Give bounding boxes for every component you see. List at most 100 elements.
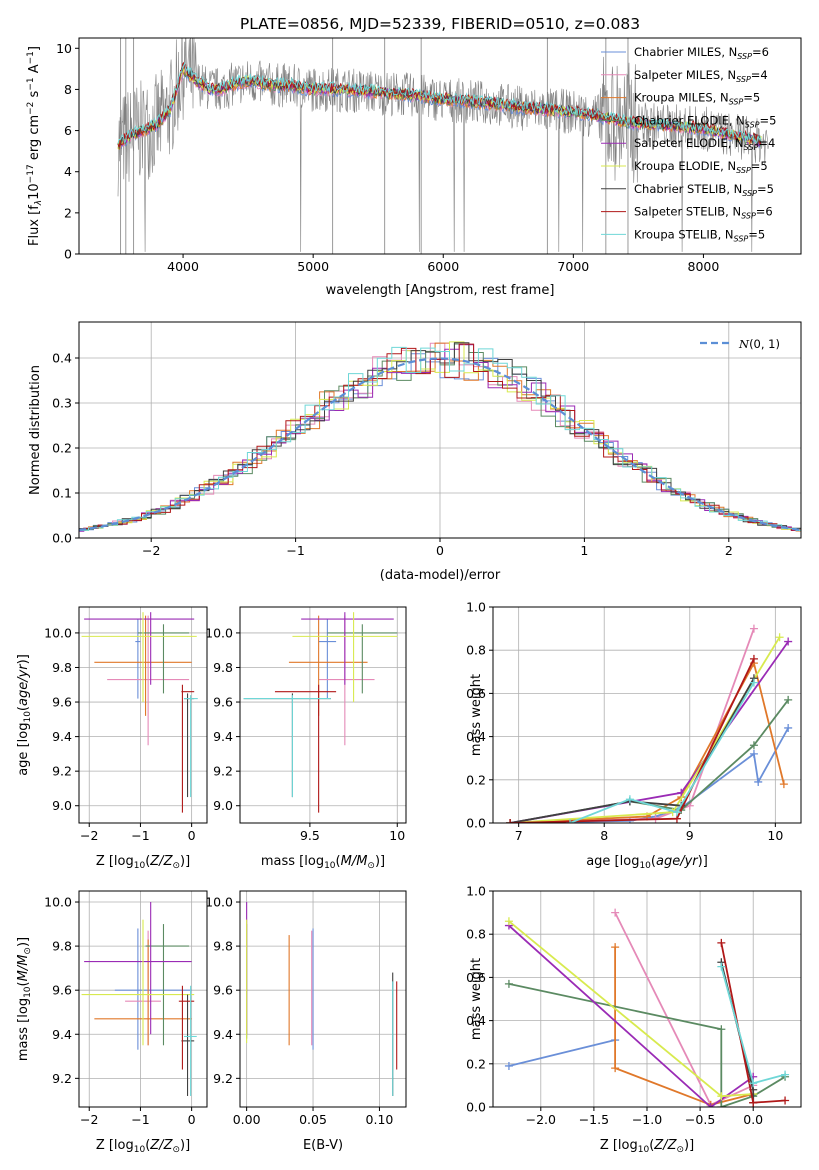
plot-area [243,612,398,813]
legend-nssp-value: =5 [751,159,768,173]
y-tick-label: 9.2 [213,764,233,779]
ylabel-part: age/yr [16,663,31,706]
y-tick-label: 1.0 [466,600,486,615]
axes-border [78,37,802,255]
xlabel-part: ⊙ [676,1145,684,1155]
error-point [178,985,195,1070]
x-tick-label: −1 [131,1112,149,1127]
residual-histogram [79,346,801,531]
x-axis-label: Z [log10(Z/Z⊙)] [96,854,190,871]
x-tick-label: 10 [389,828,405,843]
weight-point-marker [749,624,758,633]
error-point [137,624,190,694]
legend-nssp-sub: SSP [737,52,752,61]
x-tick-label: 1 [580,543,588,558]
y-tick-label: 0.6 [466,970,486,985]
weight-series-line [509,641,789,823]
ylabel-part: Flux [f [27,205,42,246]
xlabel-part: Z/Z [149,854,173,869]
axes-frame: −2 −1 09.09.29.49.69.810.0Z [log10(Z/Z⊙)]a… [16,606,208,871]
weight-point-marker [672,808,681,817]
weight-point-marker [717,962,726,971]
xlabel-part: Z [log [96,1138,134,1153]
legend-symbol: N [738,337,750,351]
legend-nssp-value: =5 [743,91,760,105]
x-tick-label: 0.00 [233,1112,261,1127]
legend-nssp-sub: SSP [736,166,751,175]
gaussian-curve [79,357,801,532]
xlabel-part: )] [180,854,190,869]
weight-series-line [510,636,781,823]
y-tick-label: 10.0 [44,895,72,910]
legend-nssp-prefix: , N [725,205,741,219]
weight-point-marker [566,819,574,823]
error-point [145,924,190,1046]
ylabel-part: )] [16,937,31,947]
x-axis-label: Z [log10(Z/Z⊙)] [600,1138,694,1155]
figure-title: PLATE=0856, MJD=52339, FIBERID=0510, z=0… [240,15,640,33]
chart-spectrum: 4000 5000 6000 7000 8000 0 2 4 6 8 10 Chabrier MILE… [26,37,802,298]
axes-border [239,890,407,1108]
ylabel-part: s [27,90,42,101]
y-tick-label: 9.6 [213,983,233,998]
error-point [84,612,195,685]
weight-series-line [508,983,786,1107]
y-tick-label: 10.0 [205,625,233,640]
error-point [243,693,331,798]
legend-nssp-sub: SSP [745,120,760,129]
legend-entry: Salpeter MILES, NSSP=4 [634,68,768,84]
error-point [183,985,197,1096]
plot-area [506,624,793,823]
legend-name: Chabrier MILES [634,45,721,59]
legend-entry: Kroupa MILES, NSSP=5 [634,91,760,107]
weight-point-marker [717,938,726,947]
legend-nssp-prefix: , N [721,45,737,59]
plot-area [81,612,198,813]
xlabel-part: Z/Z [149,1138,173,1153]
x-axis-label: age [log10(age/yr)] [586,854,708,871]
error-point [183,693,195,798]
x-tick-label: −0.5 [685,1112,715,1127]
y-tick-label: 0.8 [466,927,486,942]
error-point [114,928,192,1050]
x-tick-label: 7 [515,828,523,843]
weight-point-marker [504,917,513,926]
error-point [243,695,331,798]
y-tick-label: 10.0 [44,625,72,640]
legend-nssp-prefix: , N [720,68,736,82]
weight-point-marker [504,1061,513,1070]
legend-nssp-value: =5 [748,227,765,241]
x-tick-label: 8 [600,828,608,843]
chart-age-vs-Z: −2 −1 09.09.29.49.69.810.0Z [log10(Z/Z⊙)]a… [16,606,208,871]
xlabel-part: E(B-V) [303,1138,343,1153]
x-tick-label: 0 [188,1112,196,1127]
legend-nssp-value: =6 [752,45,769,59]
y-tick-label: 9.6 [213,695,233,710]
y-tick-label: 0.3 [52,396,72,411]
x-tick-label: −2 [80,828,98,843]
legend-name: Salpeter STELIB [634,205,725,219]
y-tick-label: 0.2 [466,1056,486,1071]
weight-series-line [508,1039,616,1067]
error-point [84,902,192,1035]
weight-point-marker [504,979,513,988]
x-tick-label: −1 [286,543,304,558]
xlabel-part: )] [684,1138,694,1153]
ylabel-part: ⊙ [23,947,33,955]
weight-point-marker [611,943,620,952]
weight-point-marker [784,723,793,732]
x-tick-label: 0.05 [299,1112,327,1127]
y-axis-label: mass weight [469,674,484,756]
ylabel-part: −1 [26,51,36,64]
xlabel-part: ( [651,854,656,869]
xlabel-part: 10 [134,1145,146,1155]
legend-entry: Salpeter ELODIE, NSSP=4 [634,136,775,152]
weight-point-marker [784,695,793,704]
x-tick-label: 7000 [557,259,589,274]
error-point [301,612,394,685]
legend-nssp-prefix: , N [720,159,736,173]
model-fit-line [117,61,762,144]
